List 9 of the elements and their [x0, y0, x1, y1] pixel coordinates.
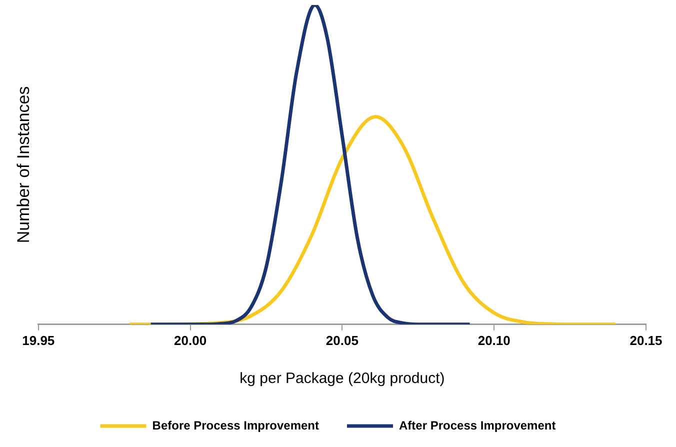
x-tick-label: 20.00	[174, 332, 207, 348]
x-axis-title: kg per Package (20kg product)	[240, 370, 445, 388]
legend-label: After Process Improvement	[399, 418, 556, 432]
x-tick-label: 20.05	[326, 332, 358, 348]
x-tick-label: 20.15	[630, 332, 662, 348]
y-axis-title: Number of Instances	[14, 86, 33, 244]
x-tick-label: 19.95	[22, 332, 55, 348]
legend-label: Before Process Improvement	[152, 418, 320, 432]
x-tick-label: 20.10	[478, 332, 510, 348]
